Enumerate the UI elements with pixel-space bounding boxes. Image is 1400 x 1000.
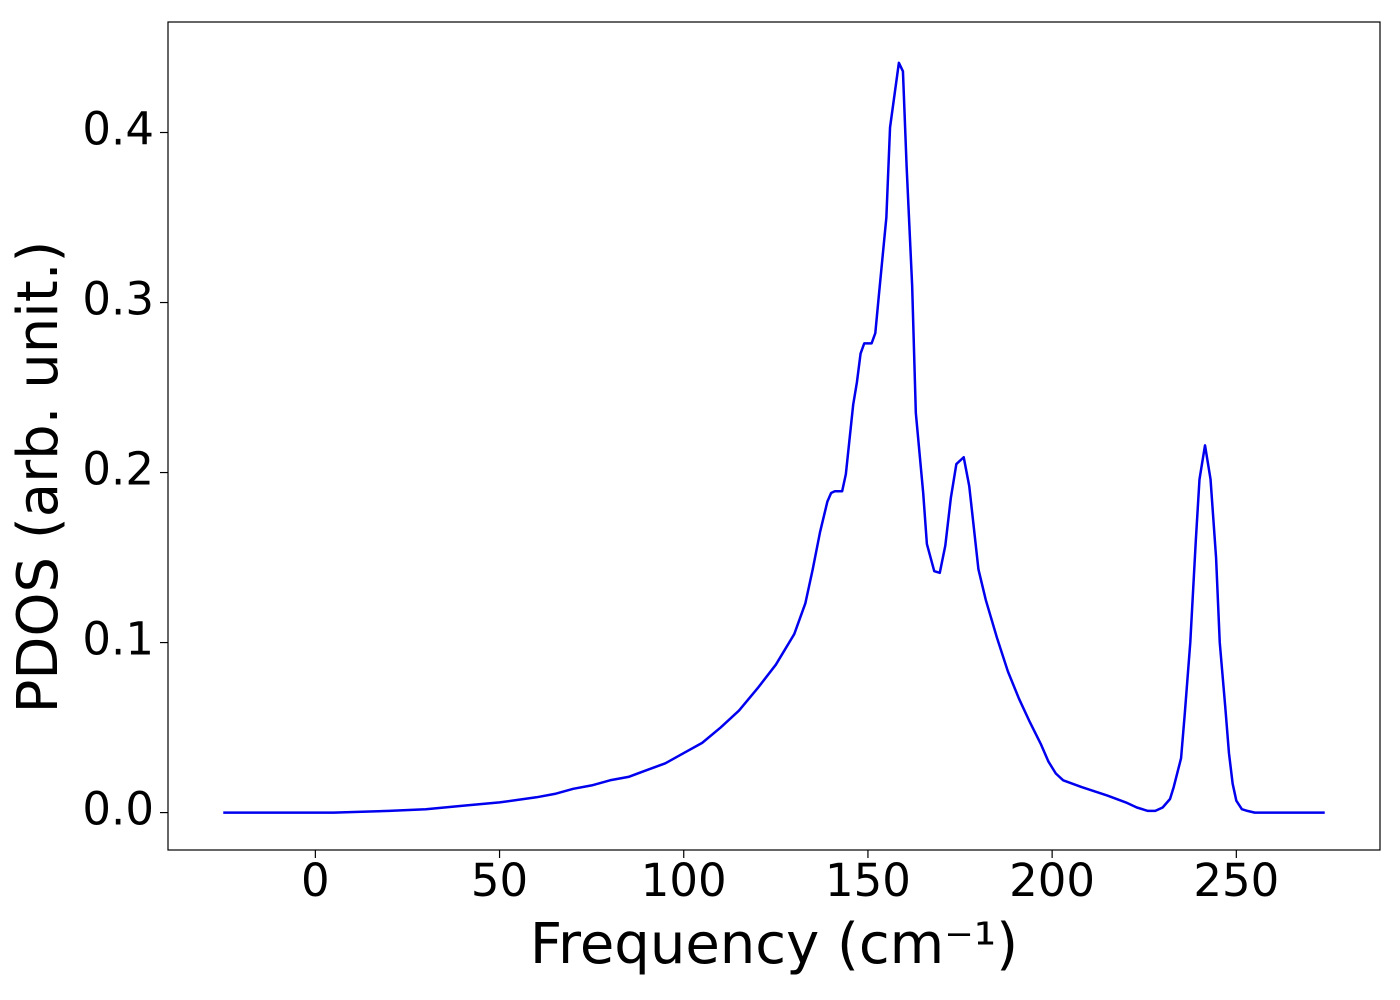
y-tick-label: 0.0 bbox=[82, 783, 154, 836]
y-tick-label: 0.4 bbox=[82, 103, 154, 156]
y-tick-label: 0.3 bbox=[82, 273, 154, 326]
y-tick-label: 0.1 bbox=[82, 613, 154, 666]
plot-frame bbox=[167, 21, 1381, 851]
x-tick-label: 50 bbox=[471, 854, 528, 907]
x-tick-label: 0 bbox=[301, 854, 330, 907]
y-axis-label: PDOS (arb. unit.) bbox=[6, 241, 71, 714]
x-tick-label: 250 bbox=[1193, 854, 1279, 907]
x-tick-label: 100 bbox=[641, 854, 727, 907]
data-line bbox=[223, 61, 1325, 814]
x-tick-label: 150 bbox=[825, 854, 911, 907]
y-tick-label: 0.2 bbox=[82, 443, 154, 496]
x-axis-label: Frequency (cm⁻¹) bbox=[530, 912, 1018, 977]
x-tick-label: 200 bbox=[1009, 854, 1095, 907]
